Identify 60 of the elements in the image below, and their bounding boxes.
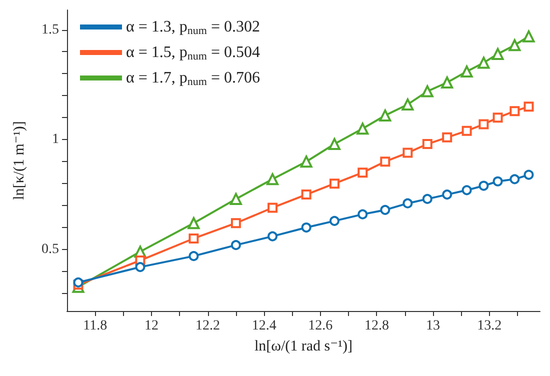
x-tick-label: 12 (144, 318, 158, 334)
point (478, 56, 490, 69)
point (460, 66, 473, 78)
point (379, 109, 392, 122)
x-tick-label: 12.4 (252, 318, 276, 334)
point (358, 209, 368, 220)
x-tick-label: 12.2 (196, 318, 220, 334)
x-tick-label: 12.6 (308, 318, 333, 334)
point (492, 176, 503, 186)
point (422, 139, 432, 150)
point (301, 190, 312, 200)
point (422, 194, 432, 204)
point (328, 138, 340, 150)
point (356, 122, 369, 135)
point (478, 180, 489, 191)
point (268, 231, 278, 242)
x-axis-title: ln[ω/(1 rad s⁻¹)] (254, 338, 353, 354)
point (329, 216, 340, 226)
x-tick-label: 11.8 (83, 318, 108, 334)
point (230, 218, 241, 228)
point (188, 233, 199, 244)
point (510, 174, 520, 184)
point (478, 119, 489, 130)
point (462, 126, 472, 136)
point (135, 262, 146, 272)
point (301, 222, 312, 233)
y-tick-label: 1.5 (42, 22, 59, 38)
point (188, 251, 199, 262)
point (266, 173, 279, 186)
point (442, 190, 452, 200)
point (230, 240, 241, 250)
point (402, 98, 414, 110)
point (73, 277, 84, 288)
point (188, 217, 200, 230)
point (492, 112, 503, 123)
x-tick-label: 13 (426, 318, 440, 334)
point (230, 192, 242, 205)
x-tick-label: 13.2 (477, 318, 502, 334)
y-tick-label: 0.5 (42, 242, 59, 257)
point (300, 156, 312, 168)
point (268, 202, 278, 213)
point (524, 170, 534, 180)
point (358, 168, 368, 178)
point (510, 106, 520, 116)
x-tick-label: 12.8 (364, 318, 389, 334)
point (508, 39, 521, 52)
point (421, 85, 434, 98)
point (380, 204, 390, 215)
point (522, 30, 535, 42)
point (462, 185, 472, 196)
point (441, 76, 454, 89)
point (492, 48, 504, 60)
point (442, 132, 452, 142)
y-tick-label: 1 (52, 132, 59, 148)
point (402, 148, 413, 158)
y-axis-title: ln[κ/(1 m⁻¹)] (12, 121, 28, 200)
point (380, 156, 390, 167)
point (402, 198, 413, 208)
point (524, 102, 534, 112)
point (329, 178, 340, 189)
